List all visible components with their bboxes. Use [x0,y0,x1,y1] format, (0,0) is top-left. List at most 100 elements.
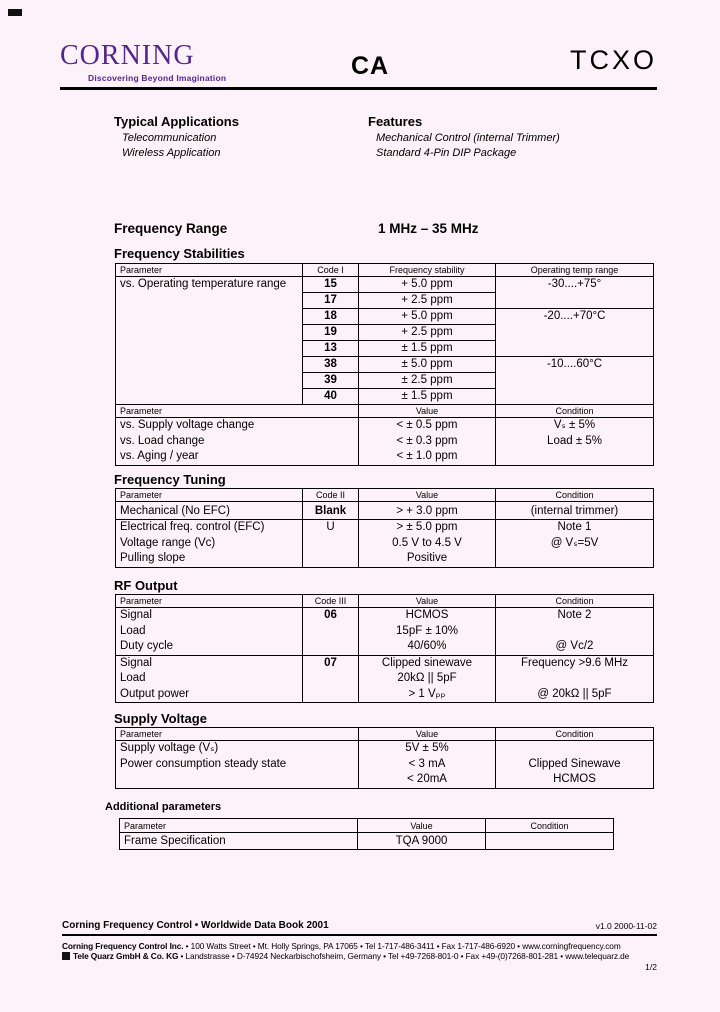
condition-line [500,449,649,464]
table-header-row: Parameter Code III Value Condition [115,594,654,608]
footer-company-name: Tele Quarz GmbH & Co. KG [73,951,179,961]
column-header: Parameter [115,594,303,608]
telequarz-logo-icon [62,952,70,960]
condition-cell: (internal trimmer) [495,501,654,520]
value-cell: > + 3.0 ppm [358,501,496,520]
condition-cell [485,832,614,850]
code-cell: 38 [302,356,359,373]
value-line: 40/60% [407,640,447,652]
condition-cell: Note 1 @ Vₛ=5V [495,519,654,568]
section-title-supply-voltage: Supply Voltage [114,711,207,726]
frequency-range-label: Frequency Range [114,221,228,236]
table-row: Electrical freq. control (EFC) Voltage r… [115,519,654,568]
supply-voltage-table: Parameter Value Condition Supply voltage… [115,727,654,789]
column-header: Condition [495,488,654,502]
column-header: Operating temp range [495,263,654,277]
frequency-stabilities-table: Parameter Code I Frequency stability Ope… [115,263,654,405]
parameter-line [120,772,354,787]
frequency-range-value: 1 MHz – 35 MHz [378,221,479,236]
code-cell: 39 [302,372,359,389]
column-header: Parameter [115,727,359,741]
value-cell: Clipped sinewave 20kΩ || 5pF > 1 Vₚₚ [358,654,496,703]
stability-conditions-table: Parameter Value Condition vs. Supply vol… [115,404,654,466]
value-cell: > ± 5.0 ppm 0.5 V to 4.5 V Positive [358,519,496,568]
column-header: Value [357,818,486,833]
condition-line: Clipped Sinewave [528,757,621,770]
column-header: Code I [302,263,359,277]
footer-version: v1.0 2000-11-02 [595,921,657,931]
code-cell: 19 [302,324,359,341]
value-line: 15pF ± 10% [396,624,458,637]
parameter-line: Supply voltage (Vₛ) [120,742,219,754]
table-row: vs. Supply voltage change vs. Load chang… [115,417,654,466]
parameter-cell: Supply voltage (Vₛ) Power consumption st… [115,740,359,789]
temp-range-cell: -20....+70°C [495,308,654,357]
column-header: Value [358,594,496,608]
stability-cell: + 5.0 ppm [358,308,496,325]
parameter-line: Pulling slope [120,552,186,564]
features: Features Mechanical Control (internal Tr… [368,114,560,159]
section-title-additional-parameters: Additional parameters [105,801,222,813]
table-header-row: Parameter Value Condition [115,404,654,418]
parameter-line: Electrical freq. control (EFC) [120,521,265,533]
code-cell: 15 [302,276,359,293]
section-title-frequency-tuning: Frequency Tuning [114,472,226,487]
table-row: 38 ± 5.0 ppm -10....60°C [116,356,654,405]
column-header: Parameter [115,404,359,418]
code-cell: Blank [302,501,359,520]
table-row: Signal Load Duty cycle 06 HCMOS 15pF ± 1… [115,607,654,656]
table-row: vs. Operating temperature range 15 + 5.0… [115,276,654,405]
parameter-line: Power consumption steady state [120,757,287,770]
condition-line [500,551,649,566]
features-title: Features [368,114,423,129]
scan-artifact [8,9,22,16]
footer-address-text: • Landstrasse • D-74924 Neckarbischofshe… [178,951,630,961]
stability-cell: ± 5.0 ppm [358,356,496,373]
corning-logo-tagline: Discovering Beyond Imagination [88,73,227,83]
table-header-row: Parameter Value Condition [115,727,654,741]
value-line: 0.5 V to 4.5 V [392,536,462,549]
stability-cell: ± 2.5 ppm [358,372,496,389]
temp-range-cell: -10....60°C [495,356,654,405]
condition-cell: Clipped Sinewave HCMOS [495,740,654,789]
value-line: < ± 0.5 ppm [396,419,458,431]
parameter-line: Voltage range (Vc) [120,536,216,549]
code-line: 06 [324,609,337,621]
column-header: Parameter [115,263,303,277]
section-title-rf-output: RF Output [114,578,178,593]
column-header: Condition [485,818,614,833]
parameter-cell: Signal Load Output power [115,654,303,703]
condition-cell: Frequency >9.6 MHz @ 20kΩ || 5pF [495,654,654,703]
stability-cell: + 2.5 ppm [358,324,496,341]
header-divider [60,87,657,90]
corning-logo: CORNING Discovering Beyond Imagination [60,40,226,83]
value-line: 5V ± 5% [405,742,449,754]
value-line: Positive [406,552,448,564]
product-type: TCXO [569,45,657,75]
temp-range-cell: -30....+75° [495,276,654,309]
column-header: Condition [495,404,654,418]
parameter-cell: Frame Specification [119,832,358,850]
table-row: 18 + 5.0 ppm -20....+70°C [116,308,654,357]
code-cell: 06 [302,607,359,656]
condition-cell: Vₛ ± 5% Load ± 5% [495,417,654,466]
column-header: Condition [495,727,654,741]
parameter-line: Output power [120,687,190,700]
typical-applications: Typical Applications Telecommunication W… [114,114,239,159]
value-line: < 20mA [407,773,447,785]
rf-output-table: Parameter Code III Value Condition Signa… [115,594,654,703]
condition-line: Note 2 [557,609,592,621]
table-row: Frame Specification TQA 9000 [119,832,614,850]
parameter-line: Load [120,672,146,684]
section-title-frequency-stabilities: Frequency Stabilities [114,246,245,261]
parameter-line: Load [120,624,146,637]
stability-cell: ± 1.5 ppm [358,388,496,405]
page-number: 1/2 [645,962,657,972]
value-line: > ± 5.0 ppm [396,521,458,533]
value-cell: HCMOS 15pF ± 10% 40/60% [358,607,496,656]
parameter-cell: Electrical freq. control (EFC) Voltage r… [115,519,303,568]
feature-item: Mechanical Control (internal Trimmer) [376,132,560,144]
condition-line [500,741,649,756]
code-line: 07 [324,656,337,669]
